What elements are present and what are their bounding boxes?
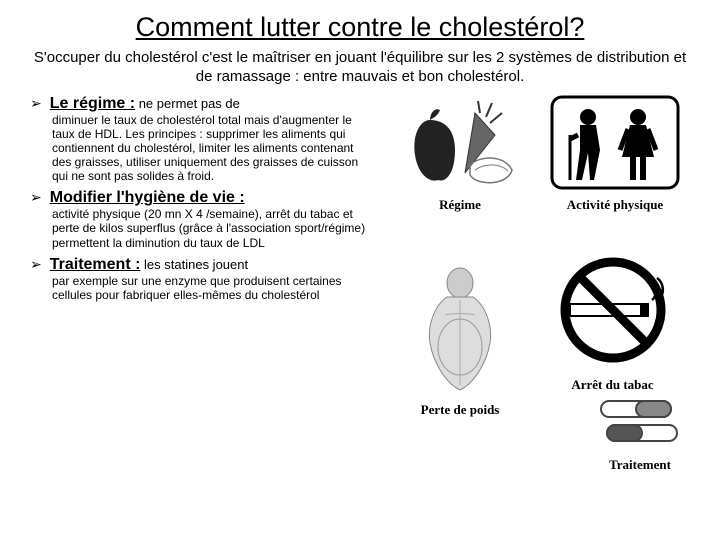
- figure-traitement: Traitement: [585, 395, 695, 473]
- section-head: ➢ Traitement : les statines jouent: [30, 256, 380, 274]
- section-lead: les statines jouent: [140, 257, 248, 272]
- intro-paragraph: S'occuper du cholestérol c'est le maîtri…: [0, 43, 720, 95]
- weight-loss-icon: [405, 265, 515, 395]
- figure-caption: Régime: [390, 197, 530, 213]
- text-column: ➢ Le régime : ne permet pas de diminuer …: [30, 95, 390, 309]
- bullet-chevron-icon: ➢: [30, 96, 42, 110]
- figure-poids: Perte de poids: [390, 265, 530, 418]
- figure-caption: Arrêt du tabac: [540, 377, 685, 393]
- section-hygiene: ➢ Modifier l'hygiène de vie : activité p…: [30, 189, 380, 249]
- image-column: Régime: [390, 95, 690, 309]
- no-smoking-icon: [548, 250, 678, 370]
- section-regime: ➢ Le régime : ne permet pas de diminuer …: [30, 95, 380, 184]
- page-title: Comment lutter contre le cholestérol?: [0, 0, 720, 43]
- section-body: par exemple sur une enzyme que produisen…: [30, 274, 380, 302]
- section-head: ➢ Le régime : ne permet pas de: [30, 95, 380, 113]
- section-title: Modifier l'hygiène de vie :: [50, 189, 245, 206]
- section-lead: ne permet pas de: [135, 96, 240, 111]
- section-head: ➢ Modifier l'hygiène de vie :: [30, 189, 380, 207]
- figure-activite: Activité physique: [545, 95, 685, 213]
- section-title: Le régime :: [50, 95, 135, 112]
- figure-caption: Activité physique: [545, 197, 685, 213]
- content-row: ➢ Le régime : ne permet pas de diminuer …: [0, 95, 720, 309]
- section-title: Traitement :: [50, 256, 141, 273]
- figure-regime: Régime: [390, 95, 530, 213]
- vegetables-icon: [400, 95, 520, 190]
- bullet-chevron-icon: ➢: [30, 257, 42, 271]
- section-traitement: ➢ Traitement : les statines jouent par e…: [30, 256, 380, 302]
- figure-tabac: Arrêt du tabac: [540, 250, 685, 393]
- section-body: activité physique (20 mn X 4 /semaine), …: [30, 207, 380, 249]
- figure-caption: Perte de poids: [390, 402, 530, 418]
- section-body: diminuer le taux de cholestérol total ma…: [30, 113, 380, 184]
- walking-people-icon: [550, 95, 680, 190]
- pills-icon: [593, 395, 688, 450]
- bullet-chevron-icon: ➢: [30, 190, 42, 204]
- figure-caption: Traitement: [585, 457, 695, 473]
